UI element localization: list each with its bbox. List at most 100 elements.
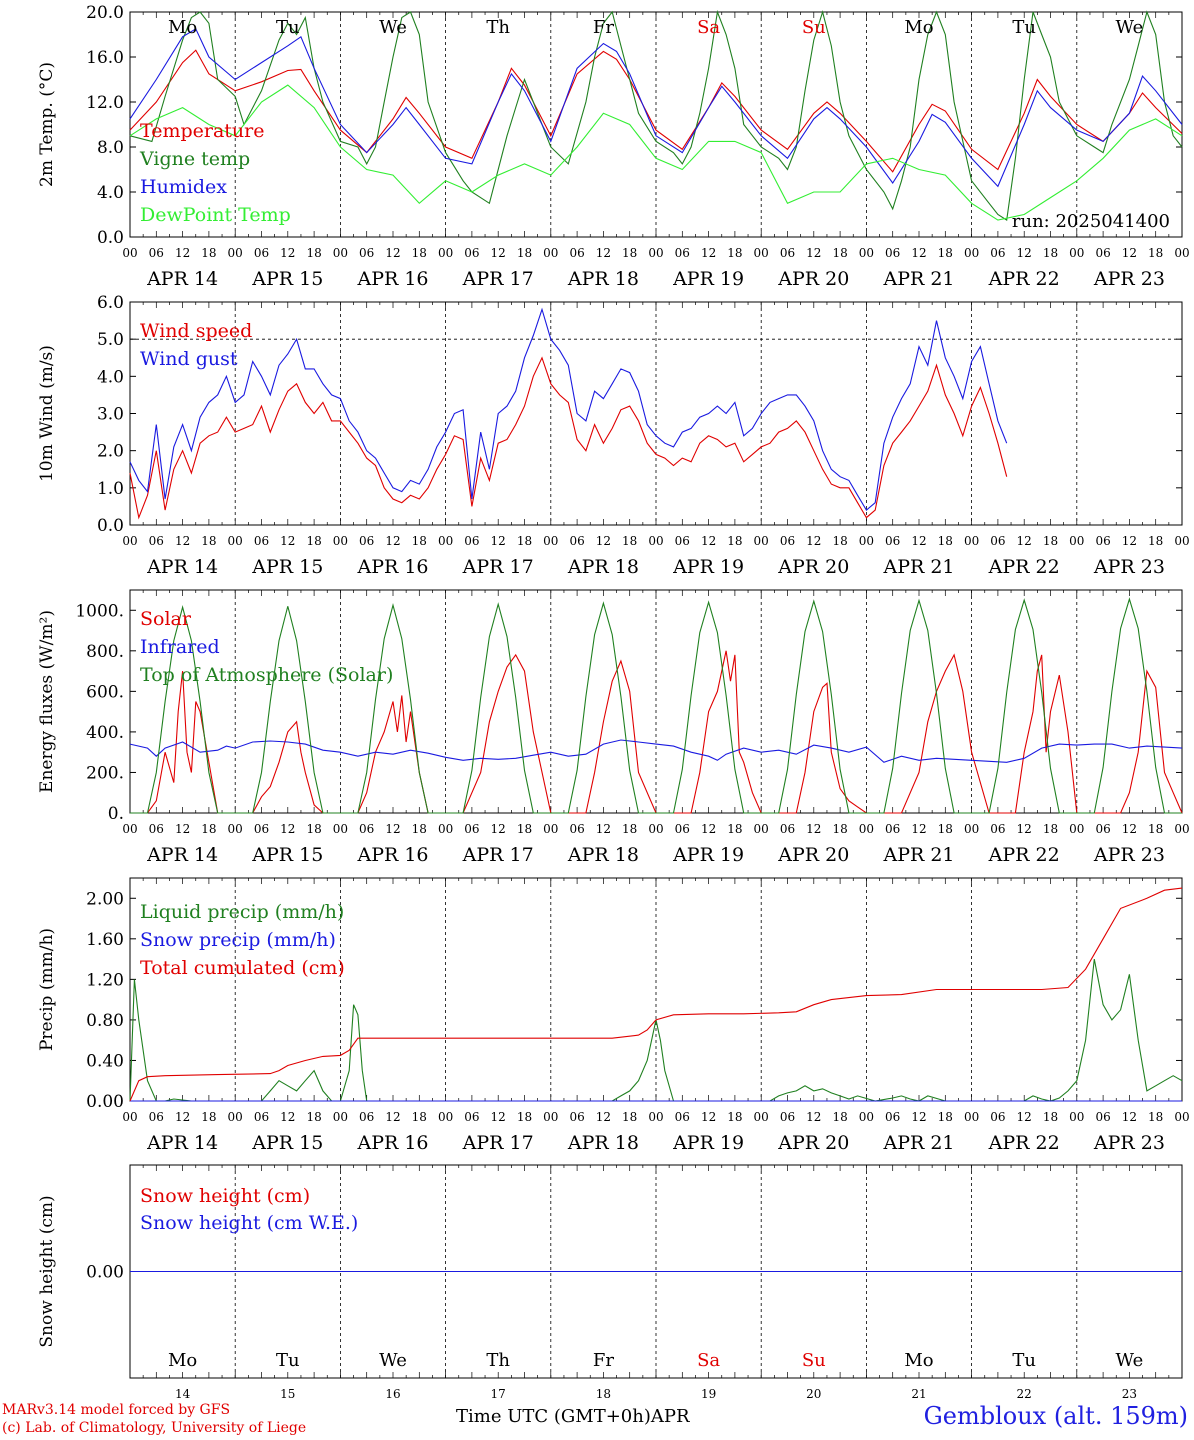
x-hour-label: 00 bbox=[122, 246, 137, 260]
y-axis-label-temperature: 2m Temp. (°C) bbox=[37, 62, 57, 187]
x-axis-title-text: Time UTC (GMT+0h) bbox=[456, 1406, 651, 1427]
weekday-label: Sa bbox=[697, 17, 720, 38]
weekday-label: We bbox=[379, 1350, 407, 1371]
y-tick-label: 4.0 bbox=[97, 367, 124, 387]
x-day-label: APR 14 bbox=[146, 556, 218, 578]
weekday-label: Th bbox=[486, 1350, 510, 1371]
x-hour-label: 00 bbox=[1174, 822, 1189, 836]
x-hour-label: 12 bbox=[701, 246, 716, 260]
x-hour-label: 06 bbox=[675, 1110, 690, 1124]
legend-entry: Snow precip (mm/h) bbox=[140, 929, 336, 951]
x-hour-label: 06 bbox=[254, 822, 269, 836]
x-hour-label: 06 bbox=[359, 822, 374, 836]
x-hour-label: 00 bbox=[1174, 246, 1189, 260]
x-day-label: APR 18 bbox=[567, 556, 639, 578]
x-hour-label: 12 bbox=[911, 534, 926, 548]
day-number-label: 20 bbox=[806, 1387, 821, 1401]
x-hour-label: 18 bbox=[727, 822, 742, 836]
y-tick-label: 5.0 bbox=[97, 330, 124, 350]
x-hour-label: 00 bbox=[859, 1110, 874, 1124]
x-hour-label: 06 bbox=[569, 246, 584, 260]
x-hour-label: 00 bbox=[333, 246, 348, 260]
x-hour-label: 18 bbox=[412, 246, 427, 260]
x-day-label: APR 22 bbox=[988, 844, 1060, 866]
x-hour-label: 06 bbox=[569, 822, 584, 836]
x-day-label: APR 14 bbox=[146, 268, 218, 290]
y-tick-label: 600. bbox=[86, 682, 124, 702]
y-axis-label-energy: Energy fluxes (W/m²) bbox=[37, 610, 57, 793]
x-hour-label: 00 bbox=[648, 822, 663, 836]
weekday-label: Mo bbox=[168, 17, 197, 38]
x-hour-label: 18 bbox=[517, 1110, 532, 1124]
x-day-label: APR 15 bbox=[251, 1132, 323, 1154]
weekday-label: Su bbox=[802, 1350, 826, 1371]
panel-frame-wind bbox=[129, 301, 1183, 526]
day-number-label: 23 bbox=[1122, 1387, 1137, 1401]
x-hour-label: 06 bbox=[254, 534, 269, 548]
x-hour-label: 18 bbox=[832, 246, 847, 260]
x-day-label: APR 17 bbox=[462, 268, 534, 290]
x-hour-label: 18 bbox=[1043, 1110, 1058, 1124]
day-number-label: 19 bbox=[701, 1387, 716, 1401]
y-tick-label: 800. bbox=[86, 642, 124, 662]
x-hour-label: 06 bbox=[569, 534, 584, 548]
y-tick-label: 4.0 bbox=[97, 183, 124, 203]
y-tick-label: 200. bbox=[86, 763, 124, 783]
x-hour-label: 00 bbox=[438, 534, 453, 548]
x-hour-label: 06 bbox=[885, 822, 900, 836]
weekday-label: Mo bbox=[904, 17, 933, 38]
legend-entry: Humidex bbox=[140, 176, 227, 198]
series-line-wind-speed bbox=[129, 356, 1008, 520]
x-axis-title: Time UTC (GMT+0h)APR bbox=[456, 1406, 690, 1427]
x-hour-label: 18 bbox=[306, 1110, 321, 1124]
y-axis-label-wind: 10m Wind (m/s) bbox=[37, 345, 57, 482]
x-hour-label: 12 bbox=[280, 822, 295, 836]
legend-entry: Vigne temp bbox=[139, 148, 250, 170]
x-hour-label: 12 bbox=[1122, 246, 1137, 260]
x-hour-label: 18 bbox=[1043, 534, 1058, 548]
x-hour-label: 18 bbox=[938, 534, 953, 548]
x-hour-label: 12 bbox=[385, 246, 400, 260]
x-hour-label: 18 bbox=[201, 1110, 216, 1124]
legend-entry: Wind speed bbox=[140, 320, 252, 342]
x-hour-label: 18 bbox=[517, 246, 532, 260]
x-hour-label: 06 bbox=[149, 822, 164, 836]
x-hour-label: 00 bbox=[438, 822, 453, 836]
x-hour-label: 06 bbox=[1095, 246, 1110, 260]
series-line-humidex bbox=[129, 28, 1183, 188]
x-hour-label: 00 bbox=[543, 1110, 558, 1124]
x-hour-label: 12 bbox=[175, 246, 190, 260]
x-hour-label: 00 bbox=[754, 246, 769, 260]
x-hour-label: 06 bbox=[149, 246, 164, 260]
x-hour-label: 12 bbox=[1017, 1110, 1032, 1124]
panel-frame-energy bbox=[129, 589, 1183, 814]
x-hour-label: 18 bbox=[1148, 246, 1163, 260]
x-hour-label: 18 bbox=[727, 1110, 742, 1124]
day-number-label: 18 bbox=[596, 1387, 611, 1401]
weekday-label: Mo bbox=[904, 1350, 933, 1371]
x-hour-label: 00 bbox=[228, 246, 243, 260]
x-day-label: APR 23 bbox=[1093, 844, 1165, 866]
x-hour-label: 12 bbox=[385, 534, 400, 548]
x-hour-label: 06 bbox=[990, 822, 1005, 836]
x-hour-label: 18 bbox=[201, 246, 216, 260]
x-hour-label: 12 bbox=[1122, 822, 1137, 836]
x-hour-label: 12 bbox=[596, 534, 611, 548]
x-hour-label: 00 bbox=[333, 1110, 348, 1124]
x-hour-label: 12 bbox=[280, 246, 295, 260]
x-hour-label: 18 bbox=[622, 822, 637, 836]
x-hour-label: 06 bbox=[464, 822, 479, 836]
x-hour-label: 18 bbox=[412, 822, 427, 836]
x-hour-label: 00 bbox=[438, 1110, 453, 1124]
day-number-label: 15 bbox=[280, 1387, 295, 1401]
x-hour-label: 12 bbox=[385, 1110, 400, 1124]
x-hour-label: 06 bbox=[675, 822, 690, 836]
weekday-label: Mo bbox=[168, 1350, 197, 1371]
x-hour-label: 06 bbox=[1095, 822, 1110, 836]
x-hour-label: 12 bbox=[596, 246, 611, 260]
x-hour-label: 12 bbox=[175, 534, 190, 548]
day-number-label: 21 bbox=[911, 1387, 926, 1401]
x-hour-label: 12 bbox=[911, 246, 926, 260]
x-hour-label: 00 bbox=[438, 246, 453, 260]
x-hour-label: 12 bbox=[491, 1110, 506, 1124]
